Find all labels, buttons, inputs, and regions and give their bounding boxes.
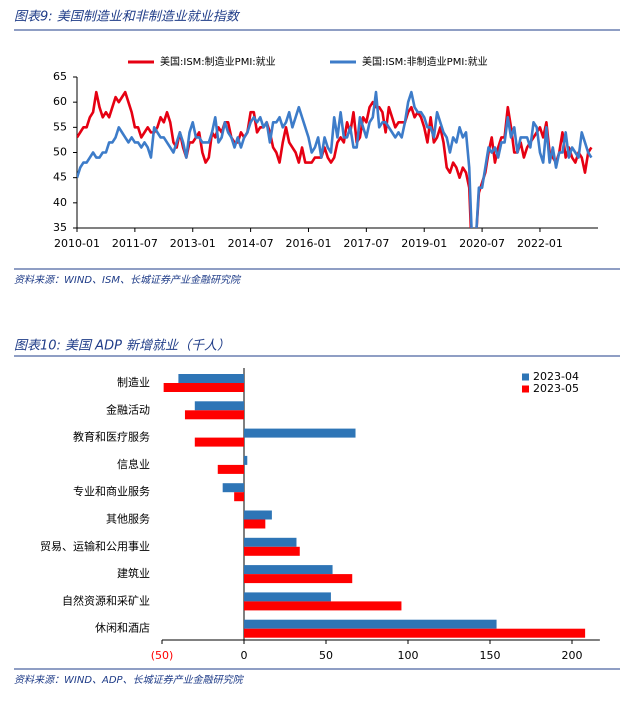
y-tick-label: 35: [53, 221, 67, 234]
series-line: [77, 90, 593, 228]
bar: [222, 483, 244, 493]
x-tick-label: 2020-07: [459, 237, 505, 250]
y-tick-label: 55: [53, 120, 67, 133]
category-label: 金融活动: [106, 402, 150, 416]
x-tick-label: 100: [398, 649, 419, 662]
legend-label: 2023-05: [533, 382, 579, 395]
plot-lines: [77, 90, 593, 228]
bar: [194, 437, 244, 447]
x-tick-label: 2010-01: [54, 237, 100, 250]
x-tick-label: (50): [151, 649, 174, 662]
category-label: 自然资源和采矿业: [62, 593, 150, 607]
bar: [244, 592, 331, 602]
x-tick-label: 2011-07: [112, 237, 158, 250]
y-tick-label: 60: [53, 95, 67, 108]
bar: [184, 410, 244, 420]
x-tick-label: 2014-07: [228, 237, 274, 250]
bar: [194, 401, 244, 411]
bar: [178, 374, 244, 383]
legend-label: 美国:ISM:非制造业PMI:就业: [362, 55, 488, 68]
x-tick-label: 2017-07: [343, 237, 389, 250]
category-label: 休闲和酒店: [95, 621, 150, 635]
bar: [244, 455, 248, 465]
y-tick-label: 40: [53, 196, 67, 209]
x-tick-label: 0: [241, 649, 248, 662]
bar: [244, 546, 300, 556]
x-tick-label: 2019-01: [401, 237, 447, 250]
legend-swatch: [522, 373, 529, 381]
x-tick-label: 200: [562, 649, 583, 662]
y-tick-label: 50: [53, 146, 67, 159]
bar: [244, 537, 297, 547]
x-tick-label: 50: [319, 649, 333, 662]
category-label: 教育和医疗服务: [73, 430, 150, 444]
category-label: 专业和商业服务: [73, 484, 150, 498]
legend-label: 美国:ISM:制造业PMI:就业: [160, 55, 276, 68]
bar: [244, 574, 353, 584]
category-label: 其他服务: [106, 513, 150, 526]
x-tick-label: 2013-01: [170, 237, 216, 250]
bar: [244, 565, 333, 575]
x-tick-label: 2016-01: [285, 237, 331, 250]
bar: [234, 492, 244, 502]
bar: [244, 628, 586, 638]
bar: [244, 619, 497, 629]
bar: [244, 428, 356, 438]
y-tick-label: 65: [53, 70, 67, 83]
figure-title: 图表9: 美国制造业和非制造业就业指数: [14, 10, 241, 25]
source-note: 资料来源：WIND、ISM、长城证券产业金融研究院: [14, 274, 242, 286]
category-label: 信息业: [117, 457, 150, 471]
x-tick-label: 150: [480, 649, 501, 662]
bar: [244, 519, 266, 529]
bar: [217, 464, 244, 474]
legend-swatch: [522, 385, 529, 393]
figure-title: 图表10: 美国 ADP 新增就业（千人）: [14, 338, 230, 354]
category-label: 制造业: [117, 375, 150, 389]
category-label: 贸易、运输和公用事业: [40, 539, 150, 553]
bar: [163, 383, 244, 392]
source-note: 资料来源：WIND、ADP、长城证券产业金融研究院: [14, 674, 245, 686]
bar: [244, 601, 402, 611]
category-label: 建筑业: [117, 566, 150, 580]
legend-label: 2023-04: [533, 370, 579, 383]
y-tick-label: 45: [53, 171, 67, 184]
x-tick-label: 2022-01: [517, 237, 563, 250]
bar: [244, 510, 272, 520]
